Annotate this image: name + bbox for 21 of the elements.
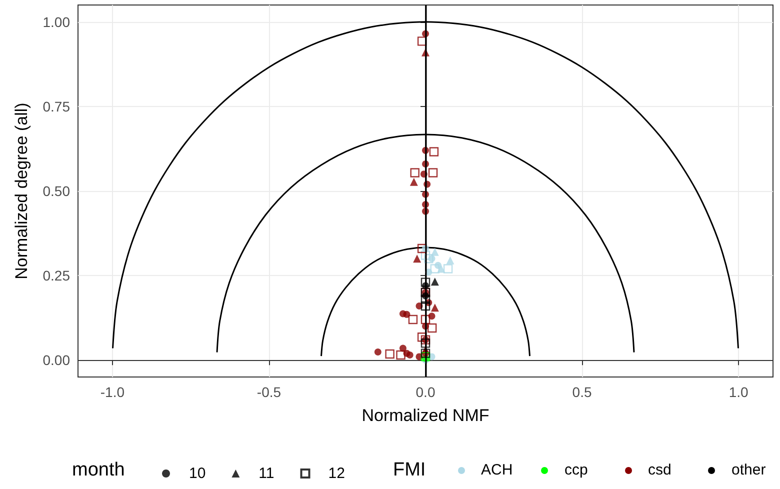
text: ccp [564,462,588,478]
legend-label: 12 [328,465,345,482]
x-tick-label: -1.0 [100,384,125,400]
y-tick-label: 0.00 [42,352,70,368]
y-tick-label: 0.25 [42,268,70,284]
text: FMI [393,460,426,480]
x-tick-label: -0.5 [256,384,282,400]
x-tick-label: 1.0 [728,384,749,400]
y-axis-title: Normalized degree (all) [12,102,31,280]
y-tick-label: 0.50 [42,183,70,199]
text: ACH [481,462,513,478]
legend-title: month [72,460,125,480]
x-axis-title: Normalized NMF [362,406,490,425]
y-tick-label: 1.00 [42,14,70,30]
y-tick-label: 0.75 [42,98,70,114]
legend-label: 11 [258,465,274,482]
x-tick-label: 0.5 [572,384,592,400]
text: other [732,462,766,478]
legend-label: 10 [189,465,206,482]
text: csd [648,462,672,478]
x-tick-label: 0.0 [416,384,436,400]
